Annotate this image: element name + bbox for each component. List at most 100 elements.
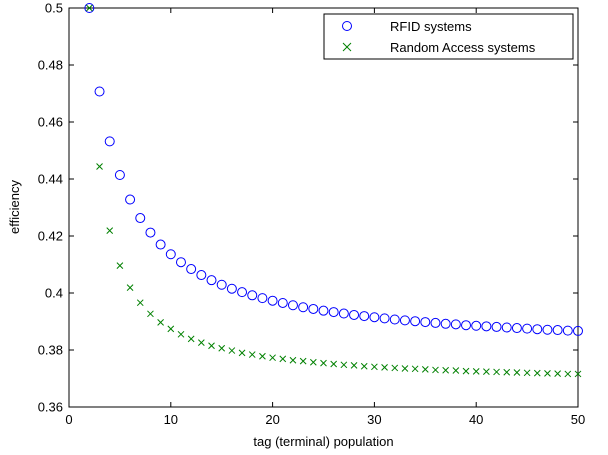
data-point-x (299, 357, 307, 365)
data-point-x (279, 355, 287, 363)
tick-labels: 0 10 20 30 40 50 0.36 0.38 0.4 0.42 0.44 0.46 0.48 0.… (38, 1, 586, 428)
data-point-x (116, 262, 124, 269)
data-point-x (360, 362, 368, 370)
x-tick-label: 20 (265, 412, 279, 427)
data-point-x (320, 359, 327, 367)
data-point-x (442, 366, 450, 374)
y-tick-label: 0.36 (38, 400, 63, 415)
data-point-circle (552, 325, 563, 336)
data-point-circle (573, 325, 583, 336)
data-point-x (248, 351, 256, 358)
tick-marks (68, 7, 579, 408)
y-tick-label: 0.38 (38, 343, 63, 358)
y-tick-label: 0.4 (45, 286, 63, 301)
y-axis-label: efficiency (7, 180, 22, 234)
data-point-x (136, 299, 144, 307)
data-point-circle (440, 318, 451, 329)
x-axis-label: tag (terminal) population (253, 434, 393, 449)
data-point-x (554, 370, 561, 378)
data-point-circle (155, 239, 166, 250)
x-tick-label: 50 (571, 412, 585, 427)
x-tick-label: 40 (469, 412, 483, 427)
y-tick-label: 0.46 (38, 115, 63, 130)
data-point-circle (522, 323, 533, 334)
data-point-x (197, 339, 205, 346)
data-point-x (157, 319, 164, 326)
data-point-circle (226, 283, 237, 294)
data-point-circle (206, 275, 217, 286)
data-point-circle (471, 320, 482, 331)
data-point-x (483, 368, 490, 376)
data-point-circle (562, 325, 573, 336)
data-point-circle (511, 323, 522, 334)
data-point-circle (175, 257, 186, 268)
data-point-x (330, 360, 338, 368)
data-point-x (350, 362, 358, 369)
data-point-circle (114, 170, 125, 181)
data-point-circle (338, 308, 349, 319)
data-point-x (259, 352, 266, 360)
series-x (86, 4, 582, 378)
data-point-x (238, 349, 246, 357)
data-point-circle (491, 321, 502, 332)
y-tick-label: 0.44 (38, 172, 63, 187)
data-point-circle (481, 321, 492, 332)
data-point-x (228, 347, 236, 354)
data-point-x (564, 370, 572, 378)
data-point-x (208, 342, 215, 350)
data-point-x (391, 364, 399, 372)
y-tick-label: 0.42 (38, 229, 63, 244)
data-point-circle (84, 3, 95, 13)
data-point-circle (450, 319, 461, 330)
axes-frame (68, 7, 579, 408)
data-point-circle (328, 307, 339, 318)
data-point-circle (461, 320, 472, 331)
data-point-circle (501, 322, 512, 333)
x-tick-label: 10 (164, 412, 178, 427)
data-point-circle (287, 300, 298, 311)
legend-label-random-access: Random Access systems (390, 40, 536, 55)
data-point-x (340, 361, 348, 369)
data-point-circle (196, 270, 207, 281)
x-tick-label: 0 (65, 412, 72, 427)
data-point-x (381, 364, 388, 371)
data-point-circle (145, 227, 156, 238)
data-point-x (269, 354, 276, 362)
series-circle (84, 3, 583, 336)
data-point-circle (430, 317, 441, 328)
data-point-x (126, 284, 134, 291)
data-point-circle (399, 315, 410, 326)
data-point-x (533, 369, 541, 377)
data-point-x (513, 369, 521, 376)
data-point-x (503, 368, 511, 376)
legend-x-marker (342, 42, 352, 52)
data-point-x (147, 310, 154, 318)
data-point-circle (542, 324, 553, 335)
data-point-x (218, 344, 226, 352)
data-point-circle (349, 309, 360, 320)
data-point-circle (410, 316, 421, 327)
data-point-x (472, 368, 480, 375)
data-point-x (523, 369, 531, 377)
data-point-x (401, 365, 409, 372)
data-point-x (289, 356, 297, 364)
data-point-x (167, 325, 175, 333)
data-point-circle (359, 311, 370, 322)
data-point-circle (165, 249, 176, 260)
data-point-circle (216, 279, 227, 290)
data-point-circle (94, 86, 105, 97)
data-point-circle (104, 136, 115, 147)
legend-box (323, 13, 574, 60)
data-point-x (452, 367, 460, 374)
data-point-circle (318, 305, 329, 316)
data-point-circle (420, 317, 431, 328)
data-point-circle (257, 293, 268, 304)
data-point-x (493, 368, 500, 376)
data-point-circle (237, 287, 248, 298)
data-point-x (96, 163, 103, 170)
data-point-x (371, 363, 378, 371)
data-point-circle (389, 314, 400, 325)
data-point-circle (186, 264, 197, 275)
